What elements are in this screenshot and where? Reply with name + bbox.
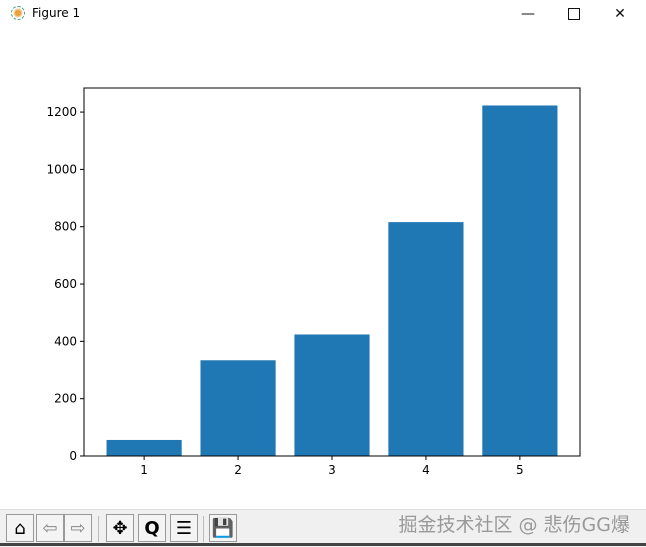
x-tick-label: 2: [234, 463, 242, 477]
configure-subplots-button[interactable]: ☰: [170, 514, 198, 542]
forward-button[interactable]: ⇨: [64, 514, 92, 542]
zoom-button[interactable]: Q: [138, 514, 166, 542]
window-bottom-edge: [0, 543, 646, 546]
title-bar: Figure 1 — ✕: [0, 0, 646, 28]
matplotlib-app-icon: [11, 6, 25, 20]
back-arrow-icon: ⇦: [42, 517, 58, 539]
minimize-icon: —: [521, 6, 535, 22]
close-button[interactable]: ✕: [597, 0, 643, 28]
pan-button[interactable]: ✥: [106, 514, 134, 542]
x-tick-label: 4: [422, 463, 430, 477]
close-icon: ✕: [614, 6, 626, 22]
bar-1: [106, 439, 182, 456]
bar-2: [200, 360, 276, 456]
y-tick-label: 200: [54, 392, 77, 406]
watermark: 掘金技术社区 @ 悲伤GG爆: [398, 514, 630, 536]
y-tick-label: 600: [54, 277, 77, 291]
save-button[interactable]: 💾: [209, 514, 237, 542]
x-tick-label: 3: [328, 463, 336, 477]
pan-move-icon: ✥: [112, 517, 128, 539]
window-title: Figure 1: [32, 6, 81, 20]
bar-3: [294, 334, 370, 456]
bar-5: [482, 105, 558, 457]
toolbar-separator: [203, 516, 204, 542]
back-button[interactable]: ⇦: [36, 514, 64, 542]
y-tick-label: 1000: [46, 162, 77, 176]
bar-chart: 0 200 400 600 800 1000 1200 1 2 3 4 5: [46, 87, 581, 477]
maximize-icon: [568, 8, 580, 20]
maximize-button[interactable]: [551, 0, 597, 28]
x-tick-label: 1: [140, 463, 148, 477]
y-tick-label: 1200: [46, 105, 77, 119]
y-tick-label: 400: [54, 334, 77, 348]
x-tick-label: 5: [516, 463, 524, 477]
toolbar-separator: [98, 516, 99, 542]
forward-arrow-icon: ⇨: [70, 517, 86, 539]
y-tick-label: 800: [54, 220, 77, 234]
home-button[interactable]: ⌂: [6, 514, 34, 542]
bar-4: [388, 222, 464, 456]
save-floppy-icon: 💾: [211, 517, 235, 539]
y-tick-label: 0: [69, 449, 77, 463]
minimize-button[interactable]: —: [505, 0, 551, 28]
navigation-toolbar: ⌂ ⇦ ⇨ ✥ Q ☰ 💾 掘金技术社区 @ 悲伤GG爆: [0, 509, 646, 547]
configure-subplots-icon: ☰: [175, 517, 193, 539]
zoom-magnifier-icon: Q: [144, 517, 160, 539]
home-icon: ⌂: [14, 517, 26, 539]
